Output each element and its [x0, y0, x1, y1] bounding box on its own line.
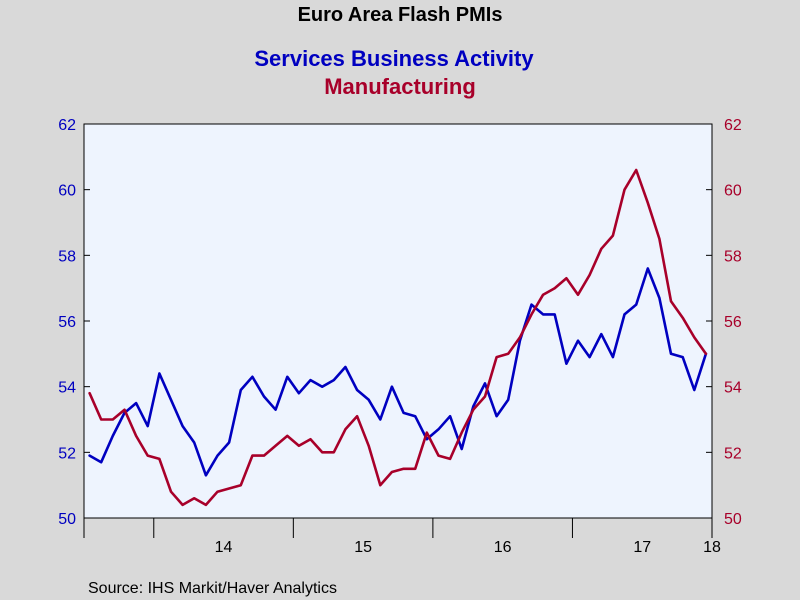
series-line-manufacturing — [88, 168, 708, 507]
right-tick-label: 50 — [724, 511, 742, 528]
x-tick-label: 16 — [494, 539, 512, 556]
left-tick-label: 62 — [58, 117, 76, 134]
right-tick-label: 52 — [724, 445, 742, 462]
left-tick-label: 52 — [58, 445, 76, 462]
series-layer — [88, 168, 708, 507]
plot-area — [83, 123, 713, 519]
right-tick-label: 54 — [724, 380, 742, 397]
x-tick-label: 14 — [215, 539, 233, 556]
series-line-services — [88, 267, 708, 477]
left-axis: 50 52 54 56 58 60 62 — [58, 117, 90, 528]
right-tick-label: 56 — [724, 314, 742, 331]
left-tick-label: 60 — [58, 183, 76, 200]
left-tick-label: 54 — [58, 380, 76, 397]
right-tick-label: 60 — [724, 183, 742, 200]
source-note: Source: IHS Markit/Haver Analytics — [88, 580, 337, 597]
left-tick-label: 58 — [58, 248, 76, 265]
chart-title: Euro Area Flash PMIs — [298, 4, 503, 26]
left-tick-label: 56 — [58, 314, 76, 331]
left-tick-label: 50 — [58, 511, 76, 528]
x-tick-label: 18 — [703, 539, 721, 556]
right-axis: 50 52 54 56 58 60 62 — [706, 117, 742, 528]
x-axis: 14 15 16 17 18 — [83, 518, 721, 556]
right-tick-label: 58 — [724, 248, 742, 265]
right-tick-label: 62 — [724, 117, 742, 134]
legend-manufacturing: Manufacturing — [324, 74, 476, 99]
legend-services: Services Business Activity — [254, 46, 534, 71]
x-tick-label: 17 — [633, 539, 651, 556]
x-tick-label: 15 — [354, 539, 372, 556]
